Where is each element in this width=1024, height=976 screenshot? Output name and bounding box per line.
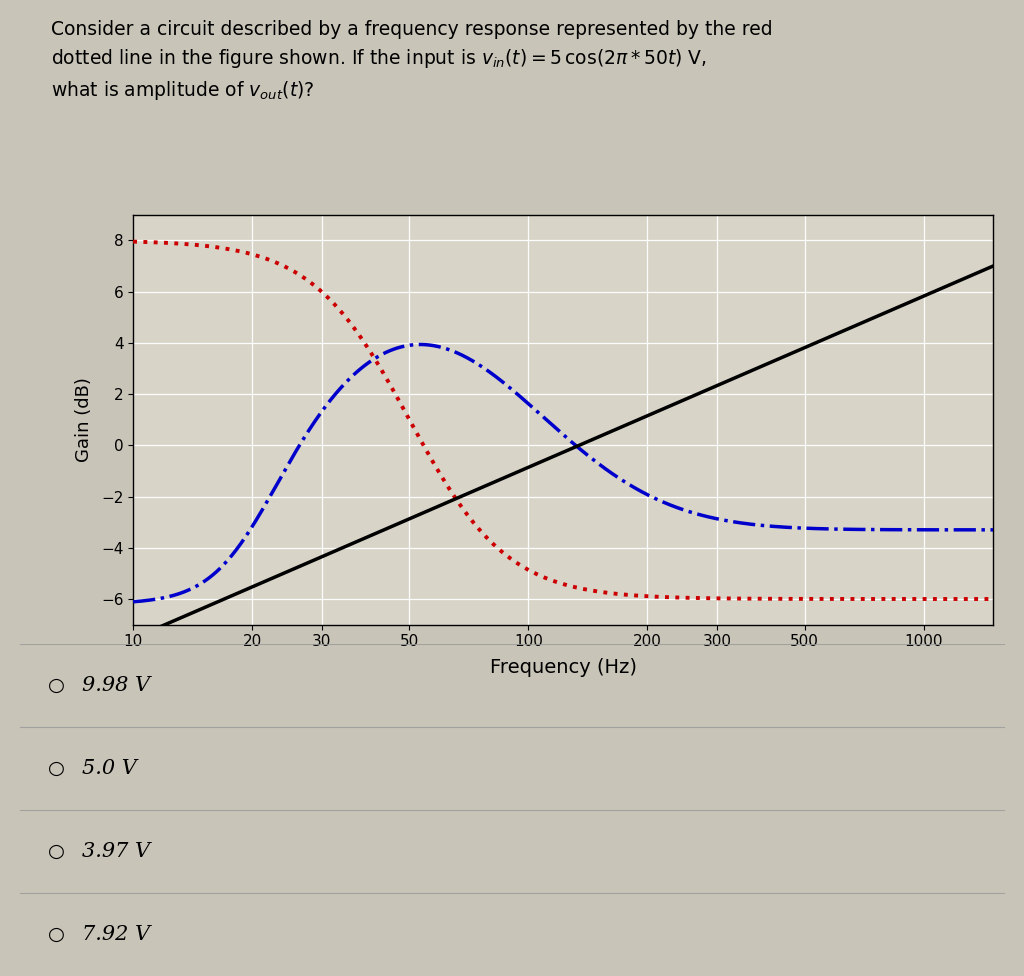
Text: ○: ○ xyxy=(48,925,65,944)
Text: ○: ○ xyxy=(48,759,65,778)
Text: 7.92 V: 7.92 V xyxy=(82,925,151,944)
Y-axis label: Gain (dB): Gain (dB) xyxy=(75,378,92,462)
Text: 3.97 V: 3.97 V xyxy=(82,842,151,861)
Text: 9.98 V: 9.98 V xyxy=(82,676,151,695)
Text: Consider a circuit described by a frequency response represented by the red
dott: Consider a circuit described by a freque… xyxy=(51,20,773,102)
Text: ○: ○ xyxy=(48,842,65,861)
Text: 5.0 V: 5.0 V xyxy=(82,759,137,778)
Text: ○: ○ xyxy=(48,676,65,695)
X-axis label: Frequency (Hz): Frequency (Hz) xyxy=(489,658,637,676)
